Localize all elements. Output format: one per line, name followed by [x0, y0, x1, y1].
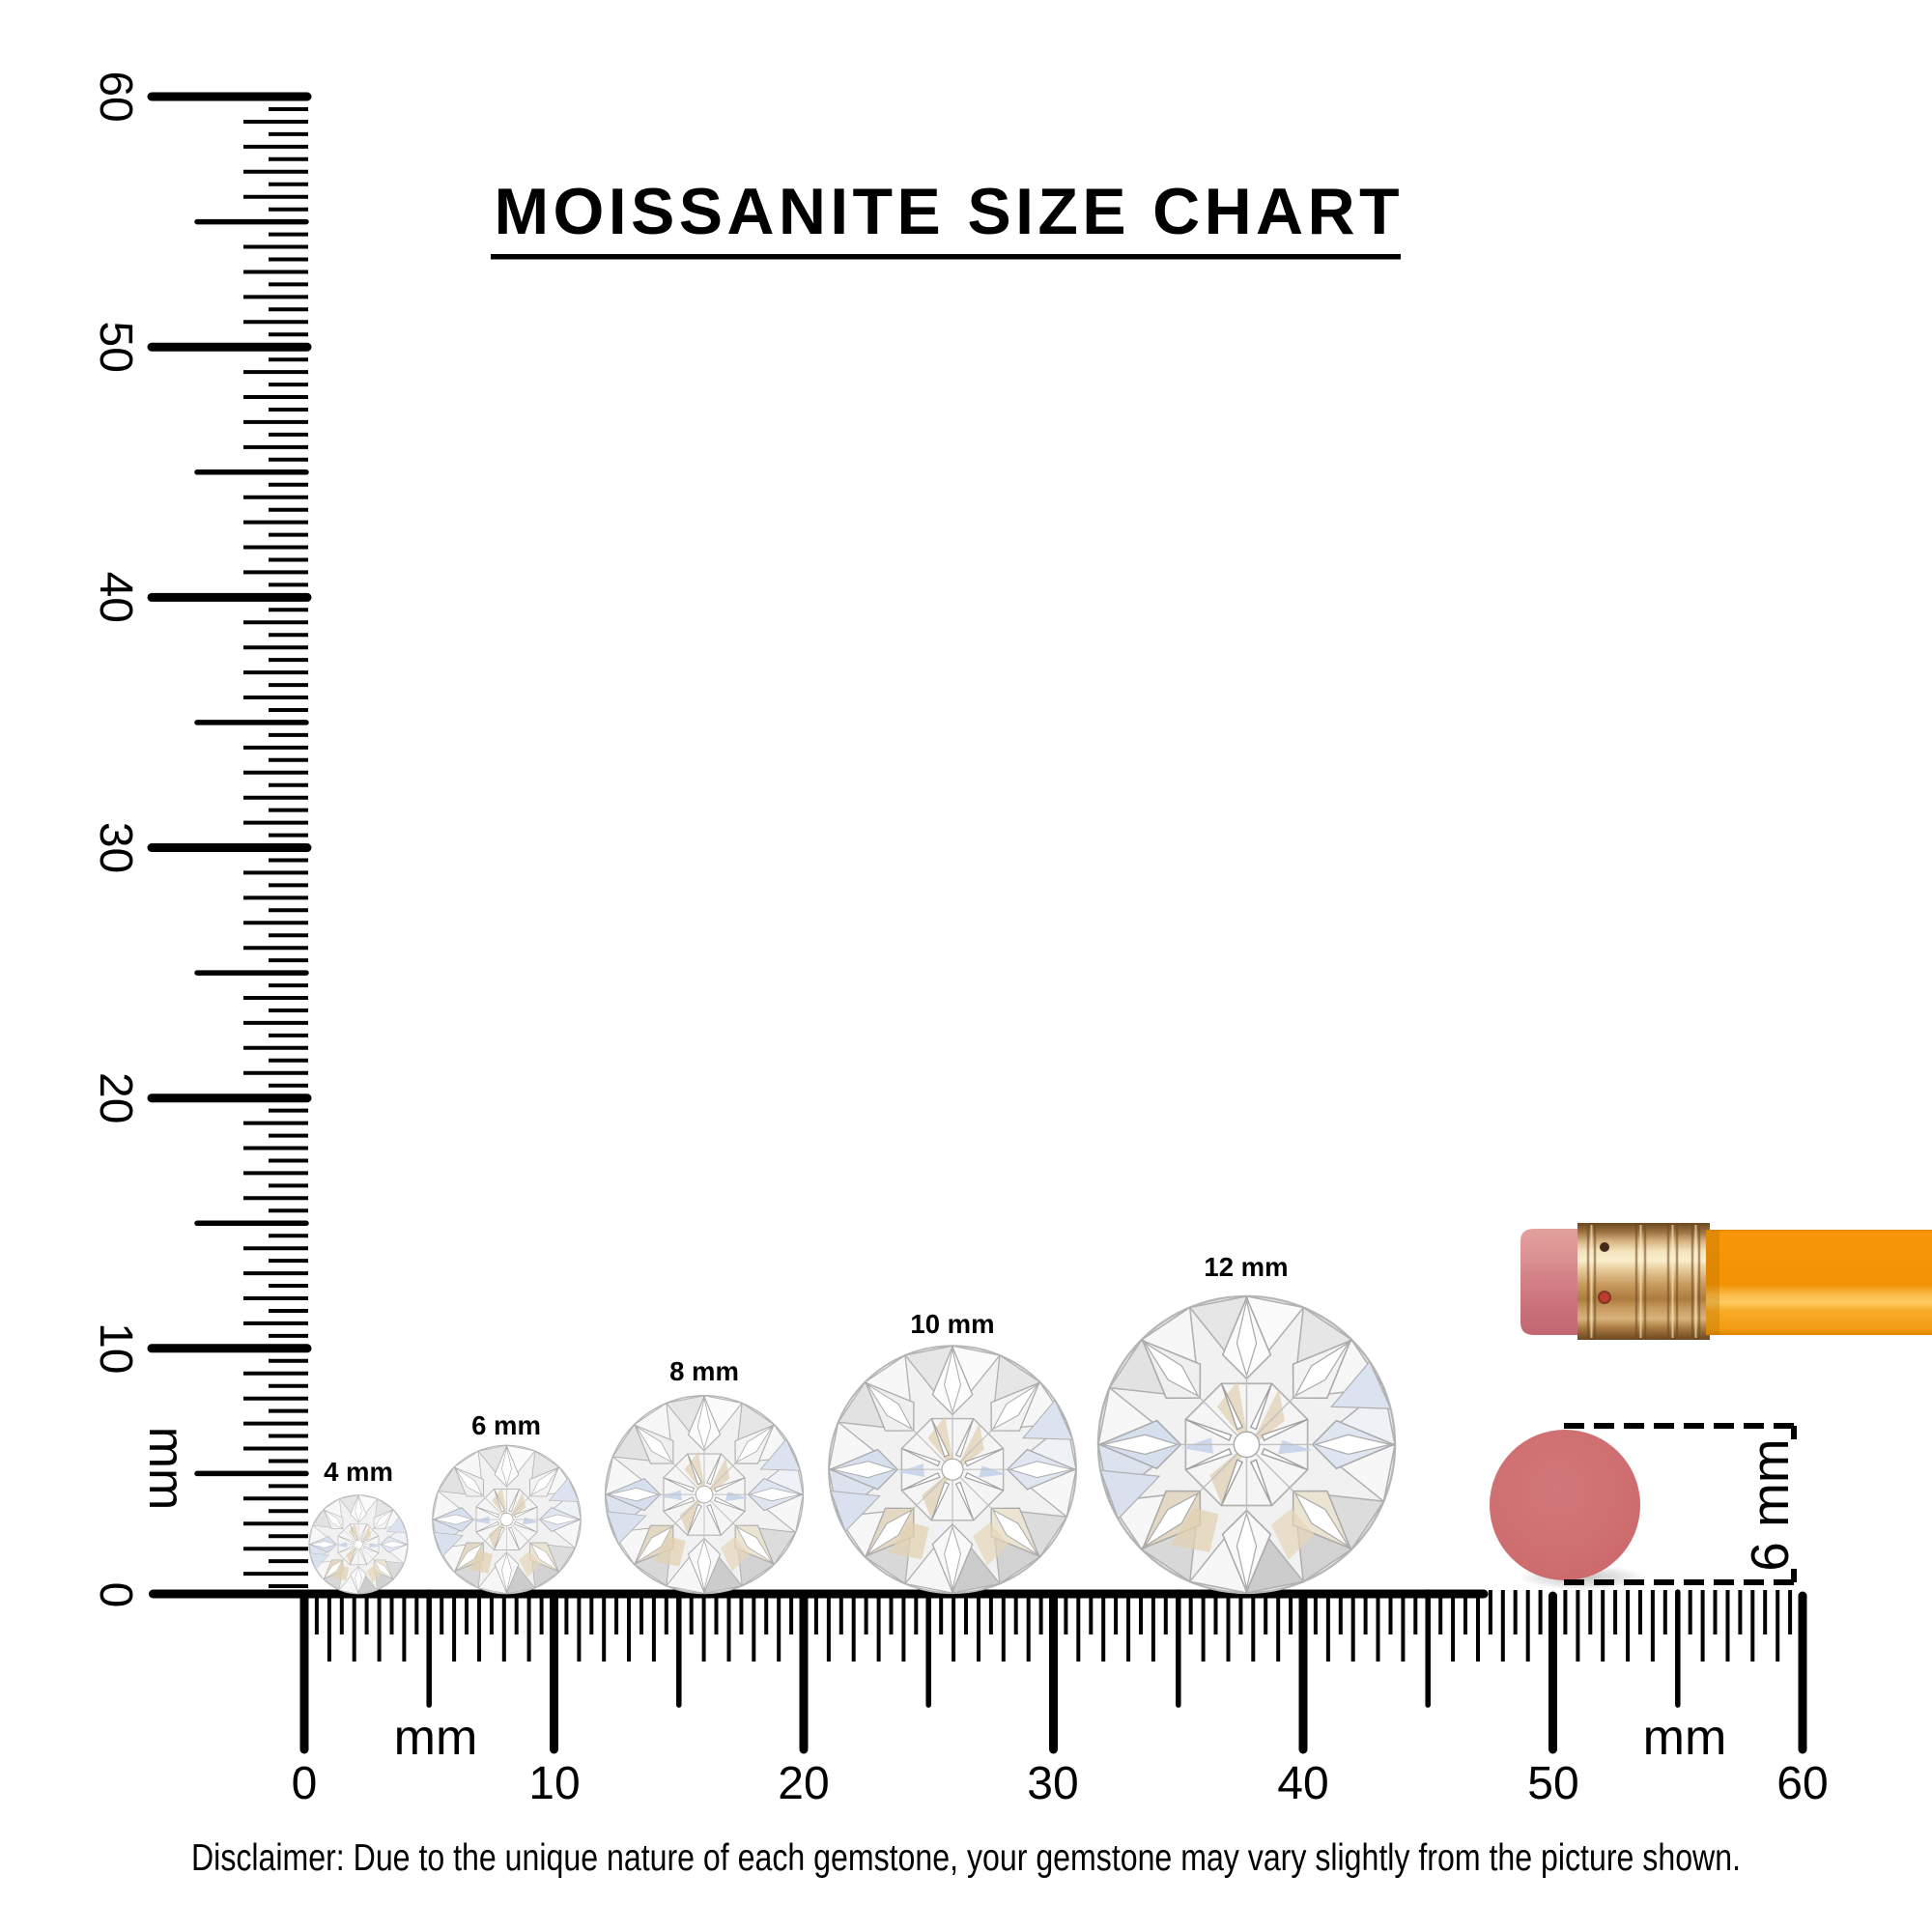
- svg-text:10 mm: 10 mm: [910, 1309, 994, 1339]
- svg-text:4 mm: 4 mm: [324, 1457, 393, 1487]
- svg-text:50: 50: [1527, 1758, 1578, 1809]
- svg-text:30: 30: [90, 822, 141, 873]
- svg-text:0: 0: [90, 1582, 141, 1608]
- svg-text:6 mm: 6 mm: [1740, 1438, 1800, 1572]
- svg-text:10: 10: [90, 1322, 141, 1374]
- svg-text:60: 60: [1776, 1758, 1828, 1809]
- svg-text:0: 0: [292, 1758, 318, 1809]
- svg-text:20: 20: [90, 1072, 141, 1123]
- svg-text:40: 40: [90, 572, 141, 623]
- svg-text:50: 50: [90, 322, 141, 373]
- svg-text:30: 30: [1027, 1758, 1078, 1809]
- svg-text:mm: mm: [138, 1427, 194, 1511]
- svg-text:MOISSANITE SIZE CHART: MOISSANITE SIZE CHART: [495, 175, 1400, 248]
- svg-text:12 mm: 12 mm: [1204, 1252, 1288, 1282]
- svg-text:6 mm: 6 mm: [471, 1410, 541, 1440]
- svg-text:10: 10: [528, 1758, 580, 1809]
- svg-text:mm: mm: [394, 1710, 478, 1766]
- svg-text:40: 40: [1277, 1758, 1328, 1809]
- svg-text:60: 60: [90, 71, 141, 122]
- svg-text:8 mm: 8 mm: [669, 1356, 739, 1386]
- svg-text:mm: mm: [1643, 1710, 1727, 1766]
- svg-text:Disclaimer: Due to the unique: Disclaimer: Due to the unique nature of …: [191, 1837, 1741, 1879]
- svg-text:20: 20: [778, 1758, 829, 1809]
